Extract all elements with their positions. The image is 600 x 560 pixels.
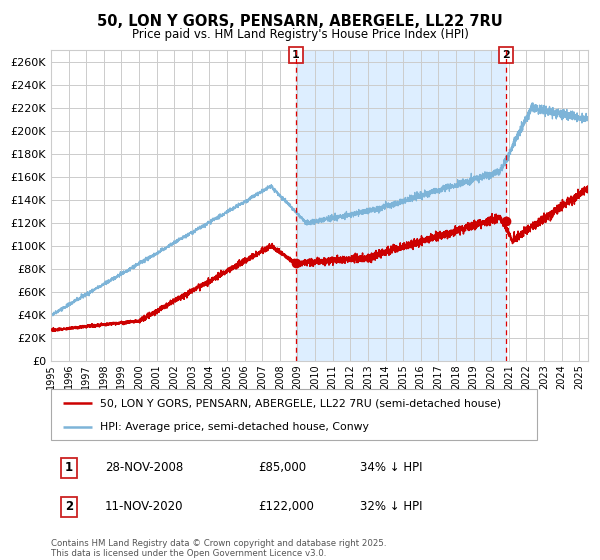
Text: Price paid vs. HM Land Registry's House Price Index (HPI): Price paid vs. HM Land Registry's House … <box>131 28 469 41</box>
Text: 28-NOV-2008: 28-NOV-2008 <box>105 461 183 474</box>
Text: 1: 1 <box>292 50 300 60</box>
Text: 11-NOV-2020: 11-NOV-2020 <box>105 500 184 514</box>
Text: £85,000: £85,000 <box>258 461 306 474</box>
Text: 2: 2 <box>503 50 511 60</box>
Text: 50, LON Y GORS, PENSARN, ABERGELE, LL22 7RU: 50, LON Y GORS, PENSARN, ABERGELE, LL22 … <box>97 14 503 29</box>
Text: 32% ↓ HPI: 32% ↓ HPI <box>360 500 422 514</box>
Text: £122,000: £122,000 <box>258 500 314 514</box>
Bar <box>296 50 506 361</box>
FancyBboxPatch shape <box>51 389 537 440</box>
Text: 34% ↓ HPI: 34% ↓ HPI <box>360 461 422 474</box>
Text: 1: 1 <box>65 461 73 474</box>
Text: Contains HM Land Registry data © Crown copyright and database right 2025.
This d: Contains HM Land Registry data © Crown c… <box>51 539 386 558</box>
Text: 50, LON Y GORS, PENSARN, ABERGELE, LL22 7RU (semi-detached house): 50, LON Y GORS, PENSARN, ABERGELE, LL22 … <box>100 398 501 408</box>
Text: 2: 2 <box>65 500 73 514</box>
Text: HPI: Average price, semi-detached house, Conwy: HPI: Average price, semi-detached house,… <box>100 422 368 432</box>
